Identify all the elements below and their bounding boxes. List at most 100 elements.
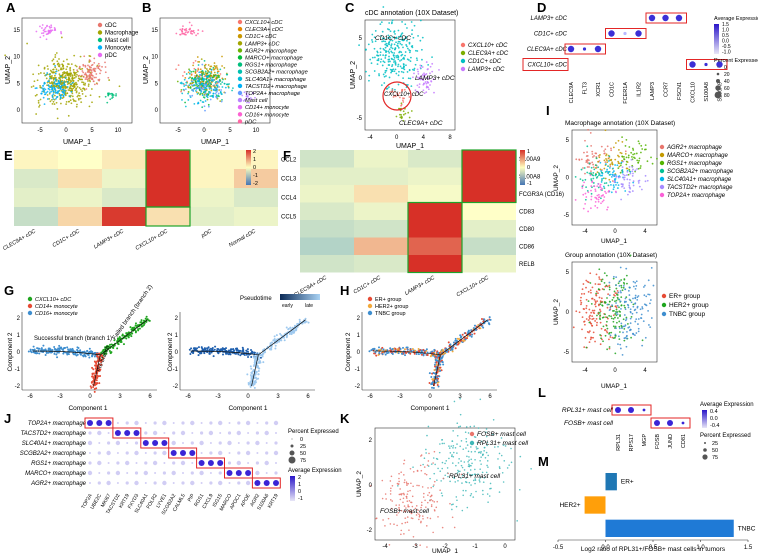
cell-point: [620, 291, 622, 294]
cell-point: [599, 318, 602, 321]
panel-m-label: M: [538, 454, 549, 469]
trajectory-cell: [409, 352, 412, 355]
cell-point: [610, 175, 613, 178]
cell-point: [59, 87, 62, 90]
expr-dot: [594, 45, 602, 53]
color-scale: [702, 410, 707, 428]
col-label: pDC: [200, 229, 213, 240]
cell-point: [193, 87, 196, 90]
trajectory-cell: [148, 319, 151, 322]
cell-point: [73, 77, 76, 79]
cell-point: [380, 21, 383, 24]
cell-point: [624, 152, 627, 155]
scale-tick: early: [282, 303, 293, 309]
trajectory-cell: [225, 352, 228, 355]
cell-point: [201, 92, 204, 95]
trajectory-cell: [29, 348, 32, 351]
legend-swatch: [97, 22, 103, 28]
axis-tick-label: 0: [359, 76, 363, 82]
scale-tick: 25: [712, 441, 718, 447]
cell-point: [439, 443, 441, 445]
panel-c-ann-cd1c: CD1C+ cDC: [375, 35, 411, 42]
heatmap-cell: [102, 150, 146, 169]
legend-entry: TACSTD2+ macrophage: [667, 185, 733, 191]
axis-tick-label: 5: [90, 128, 94, 134]
trajectory-cell: [32, 345, 35, 348]
cell-point: [462, 494, 464, 497]
trajectory-cell: [433, 363, 436, 366]
cell-point: [477, 473, 479, 475]
cell-point: [203, 96, 206, 99]
cell-point: [453, 476, 455, 479]
cell-point: [64, 87, 67, 90]
cell-point: [82, 64, 85, 67]
cell-point: [406, 39, 408, 42]
axis-tick-label: 0: [395, 135, 399, 141]
cell-point: [452, 445, 455, 447]
cell-point: [87, 80, 89, 82]
cell-point: [384, 50, 387, 52]
expr-dot: [126, 472, 129, 474]
cell-point: [88, 74, 91, 76]
cell-point: [49, 69, 52, 72]
cell-point: [181, 27, 184, 30]
cell-point: [406, 27, 408, 29]
cell-point: [41, 32, 43, 35]
cell-point: [400, 533, 402, 536]
trajectory-cell: [434, 381, 437, 384]
cell-point: [77, 79, 80, 82]
cell-point: [462, 474, 464, 477]
cell-point: [581, 316, 584, 319]
cell-point: [193, 103, 196, 105]
cell-point: [460, 473, 463, 476]
cell-point: [36, 93, 38, 96]
cell-point: [419, 64, 422, 67]
col-label: LAMP3+ cDC: [93, 229, 125, 251]
cell-point: [416, 512, 419, 514]
cell-point: [395, 115, 398, 118]
expr-dot: [172, 422, 175, 424]
cell-point: [374, 40, 377, 43]
cell-point: [382, 48, 385, 50]
row-label: TACSTD2+ macrophage: [21, 431, 87, 437]
scale-tick: 0.0: [710, 416, 718, 422]
cell-point: [98, 68, 101, 71]
trajectory-cell: [89, 351, 92, 354]
cell-point: [412, 470, 415, 473]
legend-entry: HER2+ group: [375, 304, 408, 310]
scale-tick: 1: [527, 149, 530, 155]
cell-point: [413, 24, 416, 27]
trajectory-cell: [88, 356, 91, 359]
cell-point: [75, 75, 77, 78]
cell-point: [89, 55, 92, 58]
panel-b-scatter: [175, 21, 256, 112]
trajectory-cell: [428, 372, 431, 375]
cell-point: [216, 84, 219, 87]
trajectory-cell: [436, 381, 439, 384]
cell-point: [414, 507, 417, 510]
cell-point: [58, 92, 61, 95]
cell-point: [208, 86, 211, 89]
trajectory-cell: [373, 347, 376, 350]
cell-point: [391, 70, 394, 73]
expr-dot: [190, 480, 195, 486]
cell-point: [637, 295, 640, 297]
legend-swatch: [97, 45, 103, 50]
cell-point: [618, 338, 621, 341]
pseudotime-scale: [280, 294, 320, 300]
heatmap-cell: [146, 188, 190, 207]
cell-point: [611, 161, 614, 164]
cell-point: [194, 60, 197, 62]
cell-point: [606, 161, 609, 164]
cell-point: [71, 81, 74, 84]
cell-point: [391, 484, 394, 487]
cell-point: [628, 182, 631, 184]
cell-point: [190, 70, 193, 73]
trajectory-cell: [83, 353, 86, 356]
trajectory-cell: [293, 331, 296, 334]
axis-tick-label: -1: [355, 367, 361, 373]
cell-point: [245, 98, 248, 100]
cell-point: [429, 477, 431, 480]
cell-point: [457, 462, 460, 464]
cell-point: [207, 105, 210, 108]
